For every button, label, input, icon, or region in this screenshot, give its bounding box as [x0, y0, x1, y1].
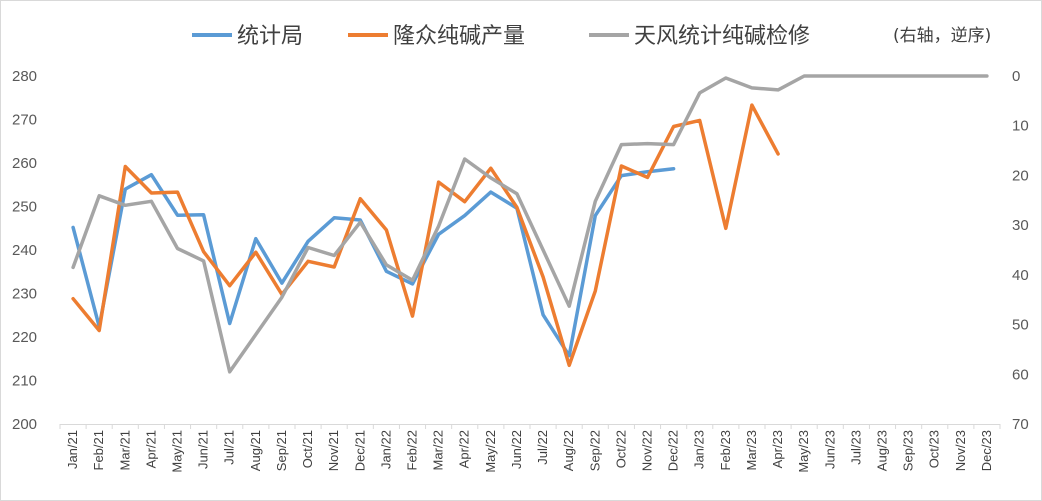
left-tick-label: 270 — [12, 112, 37, 129]
series-line-1 — [71, 103, 780, 368]
series-lines — [71, 74, 989, 374]
left-tick-label: 260 — [12, 155, 37, 172]
right-tick-label: 0 — [1012, 68, 1020, 85]
left-tick-label: 220 — [12, 329, 37, 346]
x-tick-label: Oct/22 — [613, 430, 628, 468]
left-tick-label: 210 — [12, 373, 37, 390]
x-tick-label: Aug/23 — [875, 430, 890, 471]
x-tick-label: Mar/22 — [431, 430, 446, 470]
x-axis: Jan/21 Feb/21 Mar/21 Apr/21 May/21 Jun/21 Jul/… — [59, 424, 1001, 473]
right-tick-label: 30 — [1012, 217, 1029, 234]
right-tick-label: 40 — [1012, 267, 1029, 284]
x-tick-label: Mar/21 — [117, 430, 132, 470]
x-tick-label: Jan/21 — [65, 430, 80, 469]
left-tick-label: 250 — [12, 199, 37, 216]
x-tick-label: Sep/23 — [901, 430, 916, 471]
left-tick-label: 240 — [12, 242, 37, 259]
legend: 统计局 隆众纯碱产量 天风统计纯碱检修 (右轴，逆序) — [192, 24, 991, 49]
x-tick-label: Feb/22 — [405, 430, 420, 470]
x-tick-label: Jun/21 — [196, 430, 211, 469]
x-tick-label: Jan/23 — [692, 430, 707, 469]
x-tick-label: Apr/22 — [457, 430, 472, 468]
x-tick-label: Dec/22 — [666, 430, 681, 471]
legend-label-0: 统计局 — [237, 24, 303, 49]
x-tick-label: Nov/21 — [326, 430, 341, 471]
left-tick-label: 200 — [12, 416, 37, 433]
x-tick-label: Sep/22 — [587, 430, 602, 471]
x-tick-label: Apr/21 — [143, 430, 158, 468]
legend-label-1: 隆众纯碱产量 — [393, 24, 525, 49]
right-tick-label: 50 — [1012, 317, 1029, 334]
x-tick-label: Dec/23 — [979, 430, 994, 471]
right-tick-label: 70 — [1012, 416, 1029, 433]
right-tick-label: 10 — [1012, 118, 1029, 135]
x-tick-label: Jul/22 — [535, 430, 550, 465]
right-tick-label: 60 — [1012, 366, 1029, 383]
x-tick-label: Jul/21 — [222, 430, 237, 465]
series-line-2 — [71, 74, 989, 374]
left-tick-label: 280 — [12, 68, 37, 85]
left-y-axis: 200 210 220 230 240 250 260 270 280 — [12, 68, 37, 433]
x-tick-label: Nov/22 — [640, 430, 655, 471]
x-tick-label: Feb/21 — [91, 430, 106, 470]
x-tick-label: Mar/23 — [744, 430, 759, 470]
x-tick-label: Jan/22 — [378, 430, 393, 469]
x-tick-label: Nov/23 — [953, 430, 968, 471]
x-tick-label: May/22 — [483, 430, 498, 473]
x-tick-label: Feb/23 — [718, 430, 733, 470]
right-y-axis: 0 10 20 30 40 50 60 70 — [1012, 68, 1029, 433]
x-tick-label: Sep/21 — [274, 430, 289, 471]
x-tick-label: Aug/21 — [248, 430, 263, 471]
x-tick-label: Jun/22 — [509, 430, 524, 469]
x-tick-label: Jul/23 — [848, 430, 863, 465]
x-tick-label: Dec/21 — [352, 430, 367, 471]
right-axis-note: (右轴，逆序) — [893, 26, 991, 46]
x-tick-label: Oct/23 — [927, 430, 942, 468]
left-tick-label: 230 — [12, 286, 37, 303]
x-tick-label: Aug/22 — [561, 430, 576, 471]
x-tick-label: Apr/23 — [770, 430, 785, 468]
x-tick-label: May/23 — [796, 430, 811, 473]
right-tick-label: 20 — [1012, 167, 1029, 184]
x-tick-label: Jun/23 — [822, 430, 837, 469]
x-tick-label: Oct/21 — [300, 430, 315, 468]
legend-label-2: 天风统计纯碱检修 — [634, 24, 810, 49]
x-tick-label: May/21 — [170, 430, 185, 473]
